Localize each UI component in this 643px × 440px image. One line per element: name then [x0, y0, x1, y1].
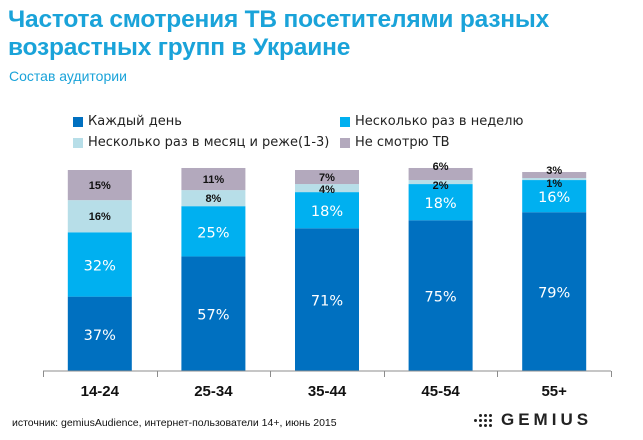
logo-text: GEMIUS [501, 410, 593, 429]
legend-item-daily: Каждый день [73, 114, 182, 129]
legend-label-no-tv: Не смотрю ТВ [355, 135, 450, 150]
data-label: 15% [89, 180, 111, 192]
bar-segment [522, 212, 587, 371]
x-tick-label: 55+ [541, 383, 567, 400]
legend-swatch-no-tv [340, 137, 350, 148]
legend-item-weekly: Несколько раз в неделю [340, 114, 523, 129]
x-tick-label: 45-54 [421, 383, 460, 400]
gemius-logo: GEMIUS [474, 410, 592, 430]
legend-item-no-tv: Не смотрю ТВ [340, 135, 450, 150]
data-label: 57% [197, 308, 229, 324]
bar-segment [295, 192, 359, 229]
bar-segment [408, 184, 473, 221]
data-label: 11% [203, 174, 225, 186]
bar-segment [67, 296, 132, 371]
bar-segment [295, 228, 359, 371]
data-label: 4% [319, 184, 335, 196]
data-label: 75% [424, 290, 456, 306]
gemius-dots-icon [474, 413, 492, 427]
chart-title: Частота смотрения ТВ посетителями разных… [8, 6, 550, 61]
legend-label-weekly: Несколько раз в неделю [355, 114, 524, 129]
data-label: 7% [319, 172, 335, 184]
data-label: 3% [546, 165, 562, 177]
legend-swatch-daily [73, 116, 83, 127]
data-label: 37% [84, 328, 116, 344]
legend-swatch-weekly [340, 116, 350, 127]
chart-subtitle: Состав аудитории [9, 68, 127, 84]
bar-segment [181, 190, 246, 207]
data-label: 8% [205, 193, 221, 205]
data-label: 16% [89, 211, 111, 223]
data-label: 16% [538, 190, 570, 206]
data-label: 18% [311, 204, 343, 220]
data-label: 18% [424, 196, 456, 212]
legend-swatch-monthly [73, 137, 83, 148]
x-tick-label: 25-34 [194, 383, 233, 400]
legend-label-monthly: Несколько раз в месяц и реже(1-3) [88, 135, 330, 150]
bar-segment [67, 170, 132, 201]
bar-segment [522, 180, 587, 213]
data-label: 2% [433, 180, 449, 192]
bar-segment [295, 184, 359, 193]
legend-item-monthly: Несколько раз в месяц и реже(1-3) [73, 135, 329, 150]
data-label: 79% [538, 286, 570, 302]
bar-segment [67, 200, 132, 233]
x-tick-label: 35-44 [308, 383, 347, 400]
data-label: 32% [84, 258, 116, 274]
legend-label-daily: Каждый день [88, 114, 182, 129]
bar-segment [408, 220, 473, 371]
bar-segment [181, 256, 246, 371]
x-tick-label: 14-24 [81, 383, 120, 400]
bar-segment [522, 172, 587, 179]
bar-segment [295, 170, 359, 185]
source-note: источник: gemiusAudience, интернет-польз… [12, 417, 337, 429]
bar-segment [181, 167, 246, 191]
bar-segment [522, 178, 587, 181]
bar-segment [408, 167, 473, 181]
data-label: 25% [197, 225, 229, 241]
data-label: 6% [433, 161, 449, 173]
data-label: 1% [546, 178, 562, 190]
bar-segment [408, 180, 473, 185]
data-label: 71% [311, 294, 343, 310]
bar-segment [67, 232, 132, 297]
bar-segment [181, 206, 246, 257]
